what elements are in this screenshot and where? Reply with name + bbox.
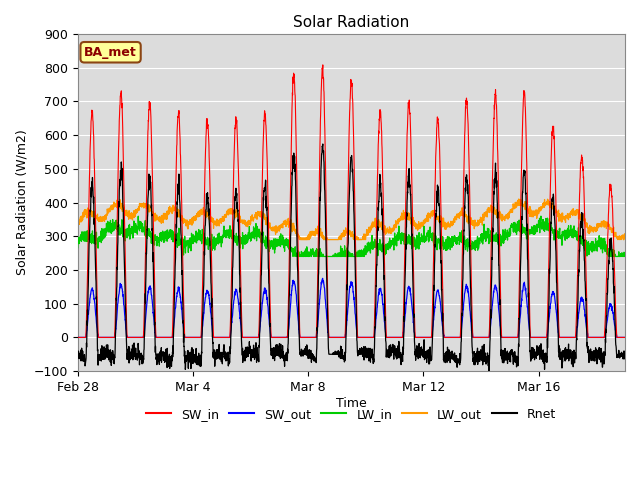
X-axis label: Time: Time bbox=[336, 396, 367, 409]
Text: BA_met: BA_met bbox=[84, 46, 137, 59]
Y-axis label: Solar Radiation (W/m2): Solar Radiation (W/m2) bbox=[15, 130, 28, 276]
Title: Solar Radiation: Solar Radiation bbox=[293, 15, 410, 30]
Legend: SW_in, SW_out, LW_in, LW_out, Rnet: SW_in, SW_out, LW_in, LW_out, Rnet bbox=[141, 403, 561, 426]
